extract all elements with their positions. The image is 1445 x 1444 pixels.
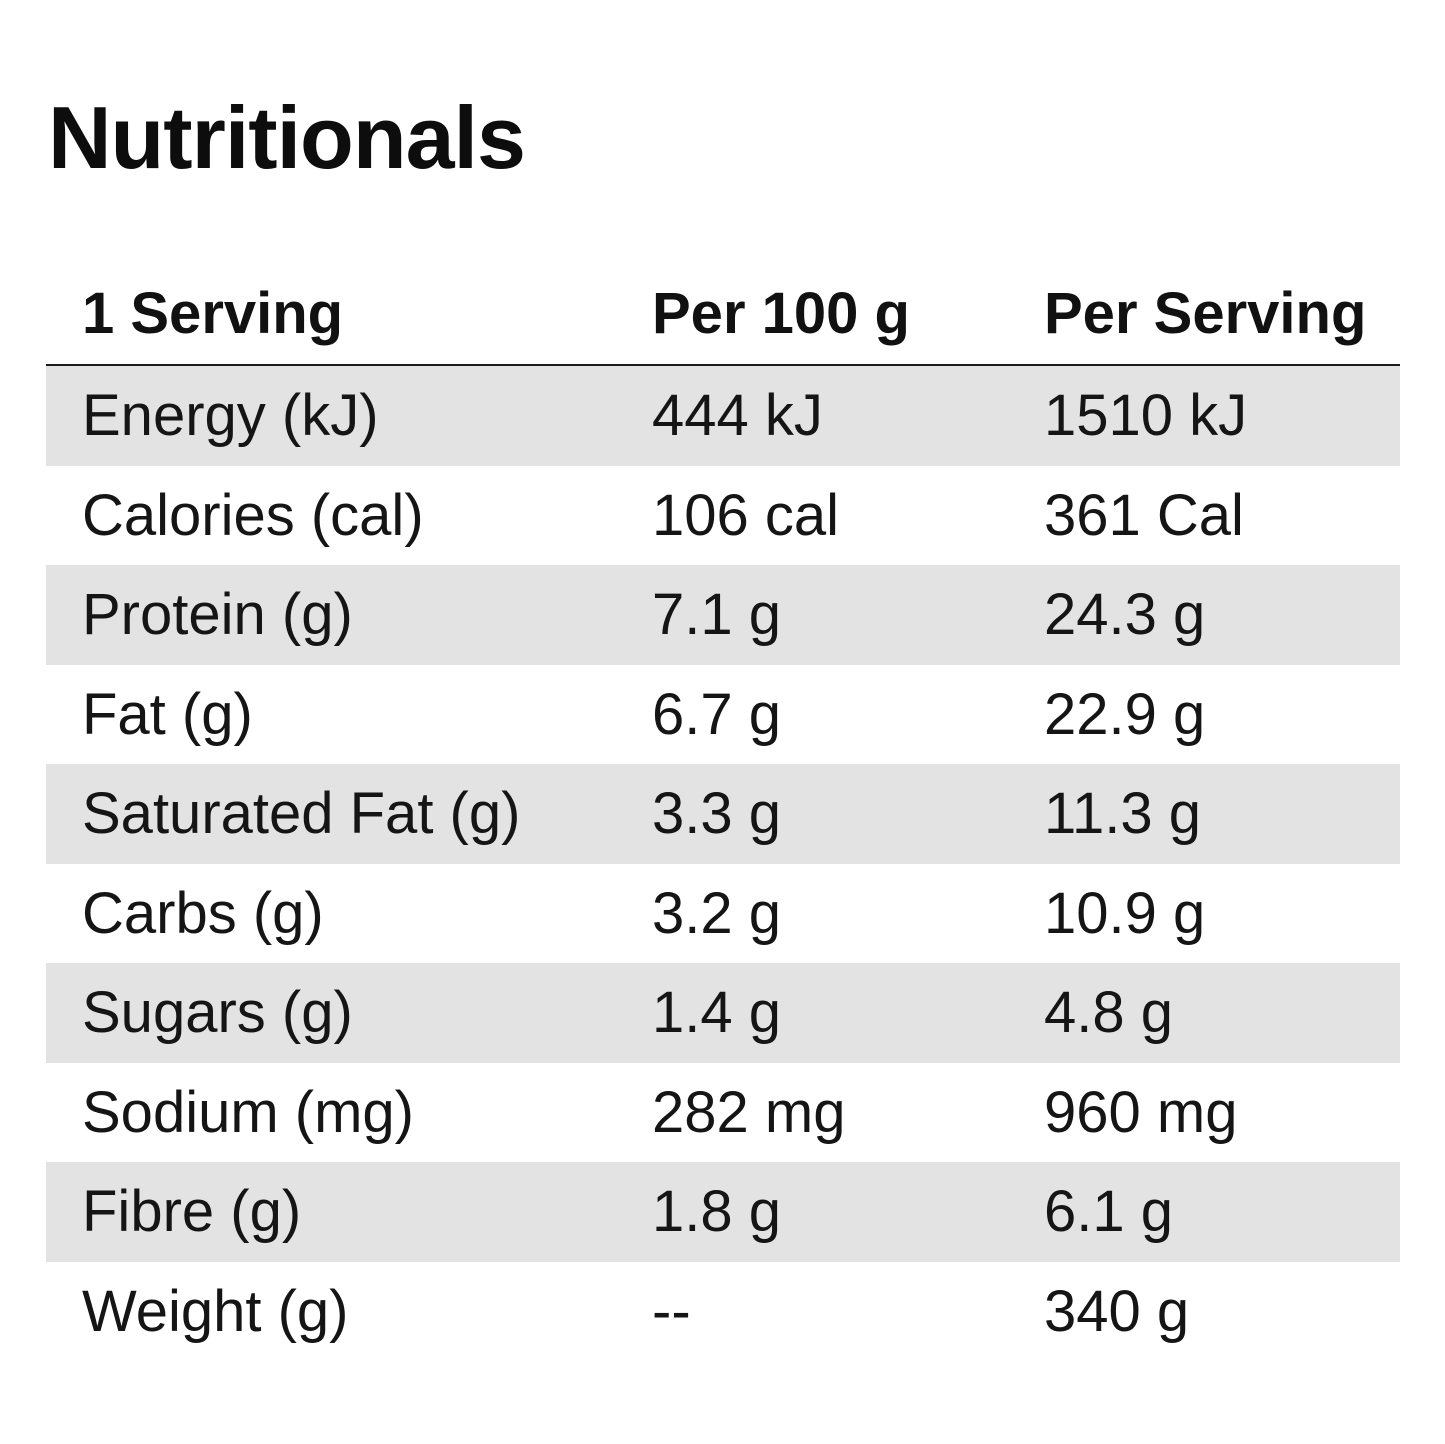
per-serving-value: 6.1 g — [1044, 1179, 1173, 1245]
table-row: Carbs (g) 3.2 g 10.9 g — [46, 864, 1400, 964]
table-row: Protein (g) 7.1 g 24.3 g — [46, 565, 1400, 665]
table-row: Sugars (g) 1.4 g 4.8 g — [46, 963, 1400, 1063]
nutrient-label: Carbs (g) — [82, 880, 324, 946]
page-title: Nutritionals — [48, 88, 526, 187]
table-row: Calories (cal) 106 cal 361 Cal — [46, 466, 1400, 566]
nutrient-label: Sugars (g) — [82, 980, 353, 1046]
table-row: Saturated Fat (g) 3.3 g 11.3 g — [46, 764, 1400, 864]
nutrient-label: Sodium (mg) — [82, 1079, 414, 1145]
per-100g-value: 3.3 g — [652, 781, 781, 847]
per-100g-value: 6.7 g — [652, 681, 781, 747]
per-serving-value: 340 g — [1044, 1278, 1190, 1344]
per-serving-value: 4.8 g — [1044, 980, 1173, 1046]
nutrient-label: Saturated Fat (g) — [82, 781, 521, 847]
per-100g-value: -- — [652, 1278, 691, 1344]
per-serving-value: 361 Cal — [1044, 482, 1244, 548]
table-row: Fat (g) 6.7 g 22.9 g — [46, 665, 1400, 765]
nutrient-label: Protein (g) — [82, 582, 353, 648]
per-100g-value: 282 mg — [652, 1079, 846, 1145]
per-100g-value: 106 cal — [652, 482, 840, 548]
per-serving-value: 11.3 g — [1044, 781, 1201, 847]
header-per-serving: Per Serving — [1044, 280, 1367, 346]
per-serving-value: 22.9 g — [1044, 681, 1206, 747]
per-serving-value: 960 mg — [1044, 1079, 1238, 1145]
per-serving-value: 10.9 g — [1044, 880, 1206, 946]
nutrition-table: 1 Serving Per 100 g Per Serving Energy (… — [46, 262, 1400, 1361]
per-100g-value: 1.4 g — [652, 980, 781, 1046]
per-100g-value: 444 kJ — [652, 383, 823, 449]
table-row: Fibre (g) 1.8 g 6.1 g — [46, 1162, 1400, 1262]
per-serving-value: 1510 kJ — [1044, 383, 1248, 449]
header-serving: 1 Serving — [82, 280, 344, 346]
header-per-100g: Per 100 g — [652, 280, 910, 346]
nutrient-label: Calories (cal) — [82, 482, 424, 548]
table-row: Energy (kJ) 444 kJ 1510 kJ — [46, 366, 1400, 466]
table-header-row: 1 Serving Per 100 g Per Serving — [46, 262, 1400, 366]
table-row: Weight (g) -- 340 g — [46, 1262, 1400, 1362]
nutrient-label: Weight (g) — [82, 1278, 349, 1344]
per-serving-value: 24.3 g — [1044, 582, 1206, 648]
nutrient-label: Energy (kJ) — [82, 383, 379, 449]
per-100g-value: 1.8 g — [652, 1179, 781, 1245]
per-100g-value: 7.1 g — [652, 582, 781, 648]
per-100g-value: 3.2 g — [652, 880, 781, 946]
table-row: Sodium (mg) 282 mg 960 mg — [46, 1063, 1400, 1163]
nutrient-label: Fat (g) — [82, 681, 253, 747]
nutrient-label: Fibre (g) — [82, 1179, 302, 1245]
